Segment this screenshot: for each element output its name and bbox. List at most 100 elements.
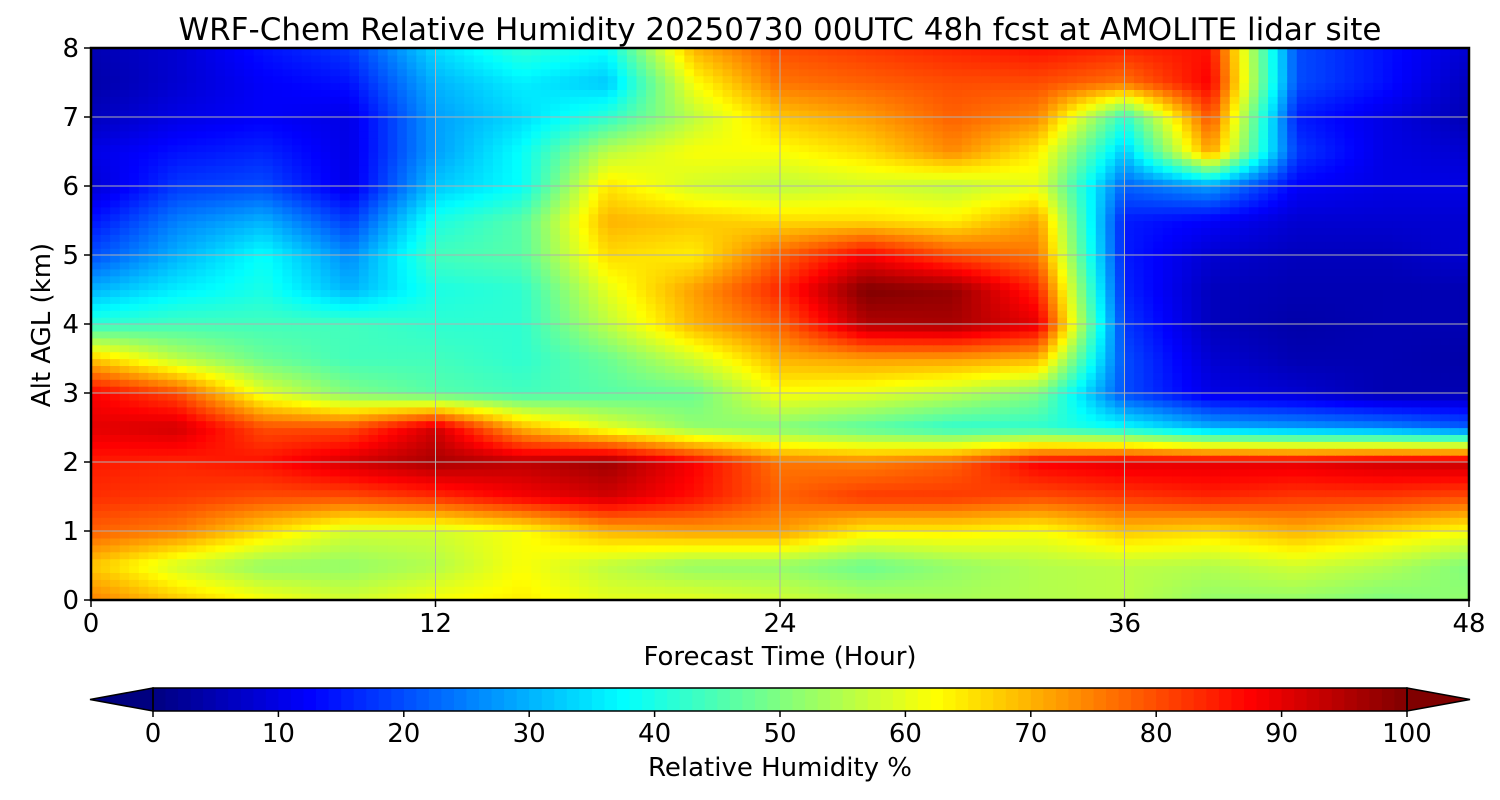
heatmap-cell	[330, 586, 341, 594]
heatmap-cell	[1325, 496, 1336, 504]
heatmap-cell	[378, 379, 389, 387]
heatmap-cell	[454, 427, 465, 435]
heatmap-cell	[473, 372, 484, 380]
heatmap-cell	[330, 544, 341, 553]
heatmap-cell	[1229, 379, 1240, 387]
heatmap-cell	[646, 434, 657, 442]
heatmap-cell	[1038, 420, 1049, 429]
heatmap-cell	[1421, 489, 1432, 498]
heatmap-cell	[320, 489, 331, 498]
heatmap-cell	[559, 365, 571, 373]
heatmap-cell	[397, 365, 408, 373]
heatmap-cell	[196, 551, 207, 560]
heatmap-cell	[655, 579, 666, 587]
heatmap-cell	[789, 441, 800, 449]
heatmap-cell	[502, 517, 513, 525]
heatmap-cell	[349, 537, 360, 546]
heatmap-cell	[1306, 558, 1317, 567]
heatmap-cell	[138, 399, 150, 408]
heatmap-cell	[186, 524, 197, 532]
heatmap-cell	[588, 434, 599, 442]
heatmap-cell	[1344, 468, 1355, 477]
heatmap-cell	[435, 475, 446, 484]
heatmap-cell	[291, 482, 303, 491]
heatmap-cell	[741, 441, 752, 449]
heatmap-cell	[540, 593, 551, 600]
heatmap-cell	[1335, 455, 1346, 463]
heatmap-cell	[177, 358, 188, 366]
heatmap-cell	[1363, 434, 1374, 442]
heatmap-cell	[856, 406, 867, 415]
heatmap-cell	[1009, 565, 1020, 573]
heatmap-cell	[1392, 455, 1403, 463]
heatmap-cell	[311, 365, 322, 373]
heatmap-cell	[205, 441, 216, 449]
heatmap-cell	[607, 372, 618, 380]
heatmap-cell	[913, 558, 925, 567]
heatmap-cell	[559, 406, 571, 415]
heatmap-cell	[1047, 544, 1059, 553]
heatmap-cell	[559, 393, 571, 401]
heatmap-cell	[368, 455, 379, 463]
heatmap-cell	[1000, 586, 1011, 594]
heatmap-cell	[263, 441, 274, 449]
heatmap-cell	[244, 593, 255, 600]
heatmap-cell	[693, 372, 705, 380]
heatmap-cell	[1440, 386, 1451, 394]
heatmap-cell	[607, 551, 618, 560]
heatmap-cell	[550, 365, 561, 373]
heatmap-cell	[990, 531, 1001, 539]
heatmap-cell	[942, 579, 953, 587]
heatmap-cell	[157, 503, 169, 511]
heatmap-cell	[588, 517, 599, 525]
heatmap-cell	[1191, 551, 1202, 560]
heatmap-cell	[291, 441, 303, 449]
heatmap-cell	[387, 496, 398, 504]
heatmap-cell	[1191, 448, 1202, 456]
heatmap-cell	[751, 531, 762, 539]
heatmap-cell	[244, 434, 255, 442]
heatmap-cell	[1220, 551, 1231, 560]
heatmap-cell	[579, 503, 590, 511]
heatmap-cell	[617, 482, 628, 491]
heatmap-cell	[1430, 572, 1441, 580]
heatmap-cell	[923, 379, 934, 387]
heatmap-cell	[1315, 441, 1327, 449]
heatmap-cell	[291, 393, 303, 401]
heatmap-cell	[1191, 524, 1202, 532]
heatmap-cell	[1191, 455, 1202, 463]
heatmap-cell	[311, 413, 322, 422]
heatmap-cell	[157, 489, 169, 498]
heatmap-cell	[425, 517, 437, 525]
heatmap-cell	[1287, 393, 1298, 401]
heatmap-cell	[177, 406, 188, 415]
heatmap-cell	[1134, 586, 1145, 594]
heatmap-cell	[1277, 517, 1288, 525]
heatmap-cell	[1162, 531, 1173, 539]
heatmap-cell	[559, 551, 571, 560]
heatmap-cell	[923, 537, 934, 546]
heatmap-cell	[866, 372, 877, 380]
heatmap-cell	[1047, 531, 1059, 539]
heatmap-cell	[1373, 365, 1384, 373]
heatmap-cell	[435, 434, 446, 442]
heatmap-cell	[416, 455, 427, 463]
heatmap-cell	[1057, 531, 1068, 539]
heatmap-cell	[808, 593, 819, 600]
heatmap-cell	[827, 586, 839, 594]
heatmap-cell	[91, 586, 102, 594]
heatmap-cell	[684, 572, 695, 580]
heatmap-cell	[368, 489, 379, 498]
heatmap-cell	[665, 393, 676, 401]
heatmap-cell	[492, 586, 504, 594]
heatmap-cell	[502, 565, 513, 573]
heatmap-cell	[1057, 565, 1068, 573]
heatmap-cell	[1421, 434, 1432, 442]
heatmap-cell	[971, 482, 982, 491]
heatmap-cell	[674, 551, 685, 560]
heatmap-cell	[1134, 531, 1145, 539]
heatmap-cell	[1028, 455, 1039, 463]
heatmap-cell	[1335, 503, 1346, 511]
heatmap-cell	[1363, 475, 1374, 484]
heatmap-cell	[942, 468, 953, 477]
